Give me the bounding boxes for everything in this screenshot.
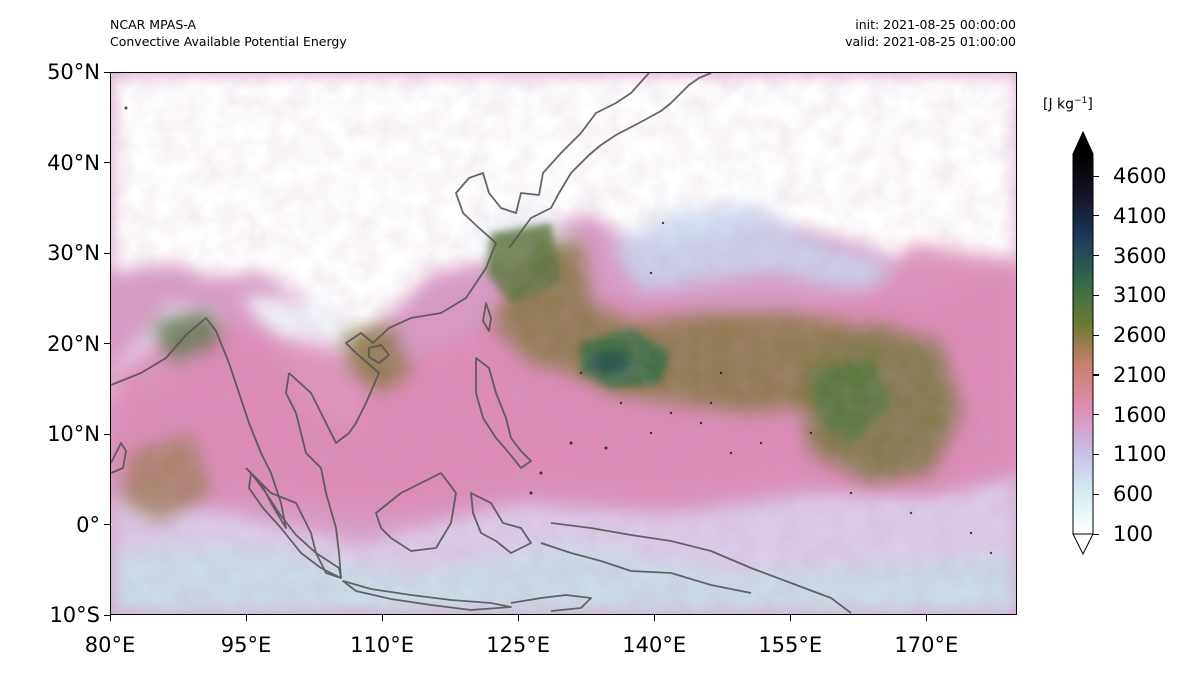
colorbar-tick-label: 2100 [1113,362,1167,387]
valid-time: valid: 2021-08-25 01:00:00 [845,34,1016,49]
map-panel [110,72,1017,615]
colorbar-tick-mark [1093,334,1099,336]
lat-tick-mark [104,162,110,164]
lon-tick-label: 170°E [894,633,959,657]
colorbar [1070,130,1096,556]
lat-tick-label: 40°N [47,150,100,175]
lat-tick-label: 30°N [47,241,100,265]
colorbar-tick-label: 1100 [1113,442,1167,467]
colorbar-tick-label: 2600 [1113,323,1167,348]
lat-tick-label: 50°N [47,60,100,84]
lat-tick-mark [104,433,110,435]
lat-tick-label: 0° [76,512,100,537]
colorbar-tick-mark [1093,294,1099,297]
colorbar-tick-mark [1093,453,1099,456]
colorbar-tick-mark [1093,374,1099,376]
units-suffix: ] [1087,96,1093,113]
lon-tick-mark [925,615,927,621]
lon-tick-mark [653,615,655,621]
colorbar-tick-mark [1093,414,1099,416]
plot-header-right: init: 2021-08-25 00:00:00 valid: 2021-08… [845,16,1016,50]
units-prefix: [J kg [1043,96,1075,113]
lon-tick-label: 95°E [220,633,272,657]
lon-tick-label: 140°E [622,633,687,657]
colorbar-tick-mark [1093,533,1099,535]
colorbar-tick-mark [1093,215,1099,217]
colorbar-body [1072,153,1094,535]
lon-tick-mark [517,615,519,621]
coastlines [111,73,852,614]
colorbar-svg [1072,130,1094,556]
colorbar-tick-mark [1093,493,1099,495]
colorbar-tick-label: 4100 [1113,203,1167,228]
cape-field-texture [111,73,1016,614]
lat-tick-mark [104,524,110,526]
lon-tick-label: 155°E [758,633,823,657]
lat-tick-mark [104,71,110,73]
lat-tick-mark [104,343,110,345]
lon-tick-mark [381,615,383,621]
units-exponent: −1 [1074,96,1088,106]
lon-tick-mark [245,615,247,621]
cape-map [111,73,1016,614]
small-islands [124,106,993,555]
lon-tick-label: 80°E [84,633,136,657]
lon-tick-label: 110°E [350,633,415,657]
colorbar-tick-label: 100 [1113,522,1154,546]
lat-tick-mark [104,614,110,616]
colorbar-tick-label: 3600 [1113,243,1167,268]
lon-tick-mark [109,615,111,621]
colorbar-tick-label: 3100 [1113,283,1167,308]
lat-tick-label: 10°S [49,603,100,627]
lat-tick-label: 20°N [47,331,100,356]
colorbar-tick-label: 1600 [1113,402,1167,427]
lat-tick-label: 10°N [47,422,100,446]
colorbar-units: [J kg−1] [1043,96,1093,113]
plot-header-left: NCAR MPAS-A Convective Available Potenti… [110,16,347,50]
colorbar-tick-mark [1093,255,1099,257]
model-name: NCAR MPAS-A [110,17,197,32]
colorbar-tick-label: 4600 [1113,164,1167,188]
init-time: init: 2021-08-25 00:00:00 [855,17,1016,32]
colorbar-extend-min [1072,533,1094,556]
lon-tick-label: 125°E [486,633,551,657]
colorbar-tick-mark [1093,175,1099,177]
lat-tick-mark [104,252,110,254]
colorbar-tick-label: 600 [1113,482,1154,507]
field-name: Convective Available Potential Energy [110,34,347,49]
lon-tick-mark [789,615,791,621]
colorbar-extend-max [1072,130,1094,155]
